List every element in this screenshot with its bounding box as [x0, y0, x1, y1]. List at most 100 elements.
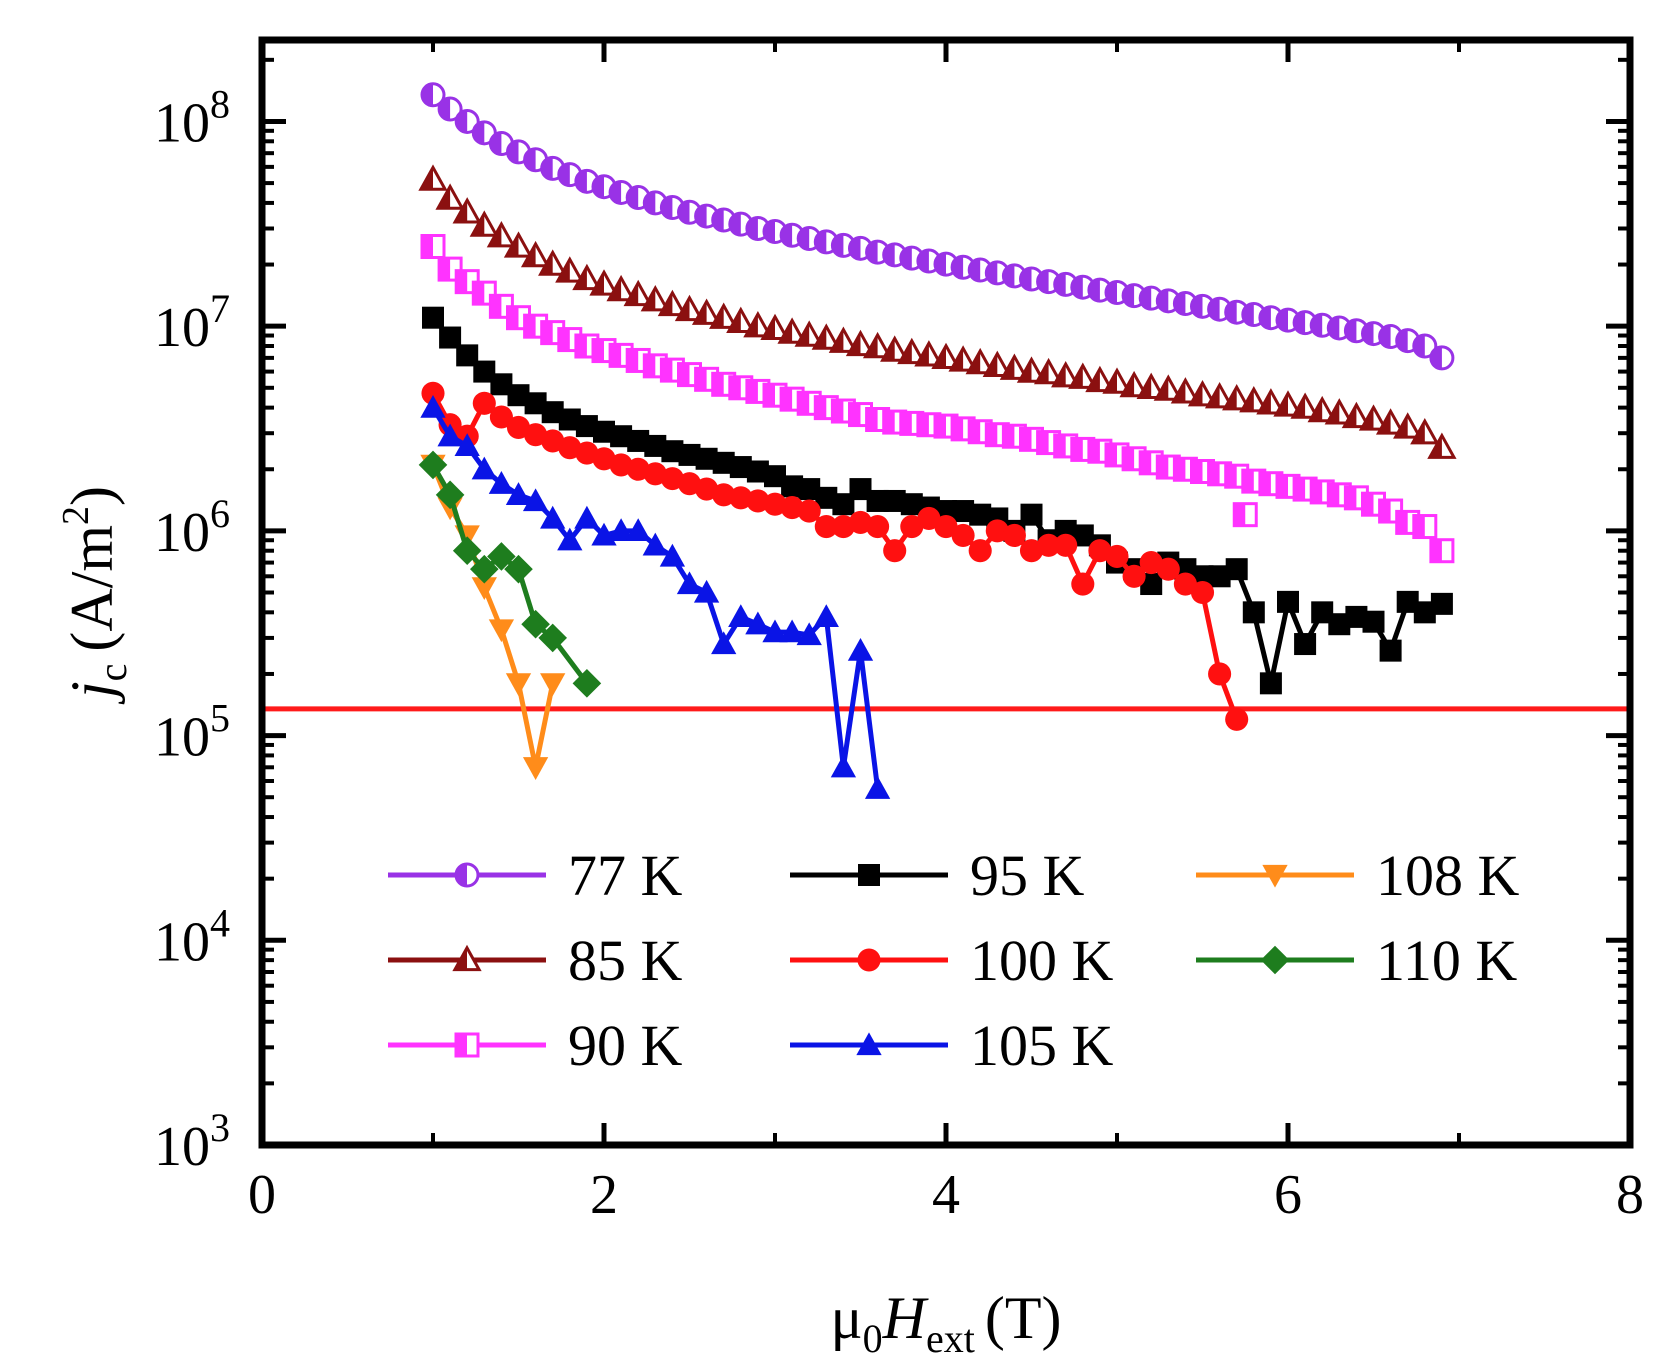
marker-fill — [1191, 460, 1203, 483]
data-point-85k — [1187, 380, 1218, 407]
marker-fill — [504, 554, 533, 584]
marker-fill — [558, 408, 581, 431]
marker-fill — [729, 213, 741, 236]
marker-fill — [849, 403, 861, 426]
marker-fill — [1294, 478, 1306, 501]
data-point-85k — [640, 284, 670, 312]
marker-fill — [1036, 360, 1049, 383]
marker-fill — [712, 373, 724, 396]
marker-fill — [488, 619, 515, 643]
marker-fill — [798, 478, 821, 501]
marker-fill — [1191, 295, 1203, 318]
marker-fill — [454, 433, 480, 457]
marker-fill — [711, 305, 724, 328]
data-point-105k — [557, 527, 583, 551]
marker-fill — [849, 478, 872, 501]
marker-fill — [764, 220, 775, 243]
marker-fill — [746, 380, 758, 403]
data-point-95k — [456, 344, 479, 367]
data-point-100k — [1190, 580, 1215, 605]
data-point-77k — [1172, 291, 1198, 317]
marker-fill — [796, 622, 822, 646]
data-point-105k — [847, 637, 874, 661]
legend-label: 77 K — [568, 843, 683, 908]
marker-fill — [952, 500, 975, 523]
marker-fill — [900, 412, 912, 435]
marker-fill — [986, 423, 998, 446]
marker-fill — [1088, 279, 1100, 302]
marker-fill — [1106, 281, 1117, 304]
data-point-85k — [674, 294, 705, 322]
marker-fill — [593, 339, 604, 362]
data-point-100k — [1225, 707, 1249, 731]
marker-fill — [1396, 511, 1408, 534]
marker-fill — [1260, 945, 1290, 975]
marker-fill — [626, 282, 639, 305]
marker-fill — [522, 488, 549, 512]
marker-fill — [1242, 470, 1254, 493]
marker-fill — [1071, 524, 1094, 547]
marker-fill — [608, 518, 634, 541]
marker-fill — [524, 392, 547, 415]
marker-fill — [916, 343, 929, 366]
marker-fill — [522, 757, 549, 780]
data-point-95k — [575, 415, 598, 438]
marker-fill — [524, 148, 536, 171]
marker-fill — [1140, 287, 1152, 310]
marker-fill — [661, 440, 684, 463]
data-point-100k — [489, 405, 513, 429]
series-100k — [421, 381, 1249, 731]
legend-label: 85 K — [568, 928, 683, 993]
marker-fill — [864, 776, 891, 799]
data-point-100k — [746, 489, 770, 513]
data-point-100k — [797, 499, 821, 523]
marker-fill — [454, 947, 467, 970]
data-point-95k — [1430, 592, 1453, 615]
marker-fill — [505, 482, 532, 505]
data-point-85k — [965, 347, 995, 375]
data-point-85k — [982, 350, 1012, 378]
marker-fill — [1429, 435, 1442, 458]
marker-fill — [856, 1032, 882, 1056]
marker-fill — [540, 673, 566, 696]
marker-fill — [644, 434, 667, 457]
y-tick-label: 104 — [154, 900, 230, 973]
marker-fill — [1173, 572, 1197, 596]
data-point-105k — [471, 456, 497, 480]
data-point-100k — [1071, 572, 1095, 596]
data-point-100k — [1037, 533, 1061, 557]
data-point-95k — [746, 460, 769, 483]
data-point-85k — [1307, 395, 1337, 423]
marker-fill — [900, 493, 923, 516]
marker-fill — [642, 532, 668, 556]
data-point-110k — [504, 554, 533, 584]
marker-fill — [1328, 483, 1340, 506]
legend-marker — [454, 1032, 480, 1058]
legend-label: 108 K — [1376, 843, 1520, 908]
data-point-77k — [437, 96, 463, 122]
marker-fill — [832, 400, 844, 423]
data-point-85k — [1068, 362, 1098, 389]
marker-fill — [574, 266, 587, 289]
data-point-100k — [1208, 662, 1232, 686]
marker-fill — [781, 475, 804, 498]
data-point-110k — [538, 623, 567, 653]
marker-fill — [1123, 284, 1135, 307]
marker-fill — [1104, 370, 1117, 393]
data-point-95k — [507, 384, 530, 407]
marker-fill — [746, 489, 770, 513]
marker-fill — [1344, 404, 1357, 427]
series-layer — [418, 82, 1457, 799]
marker-fill — [1311, 480, 1323, 503]
data-point-85k — [691, 298, 722, 325]
data-point-85k — [1358, 404, 1389, 431]
marker-fill — [521, 609, 550, 639]
marker-fill — [1002, 356, 1015, 379]
data-point-77k — [1412, 333, 1438, 359]
data-point-85k — [743, 310, 773, 338]
marker-fill — [1258, 391, 1271, 413]
marker-fill — [1207, 385, 1220, 407]
marker-fill — [1345, 319, 1357, 342]
data-point-85k — [931, 342, 961, 370]
marker-fill — [1053, 364, 1066, 386]
